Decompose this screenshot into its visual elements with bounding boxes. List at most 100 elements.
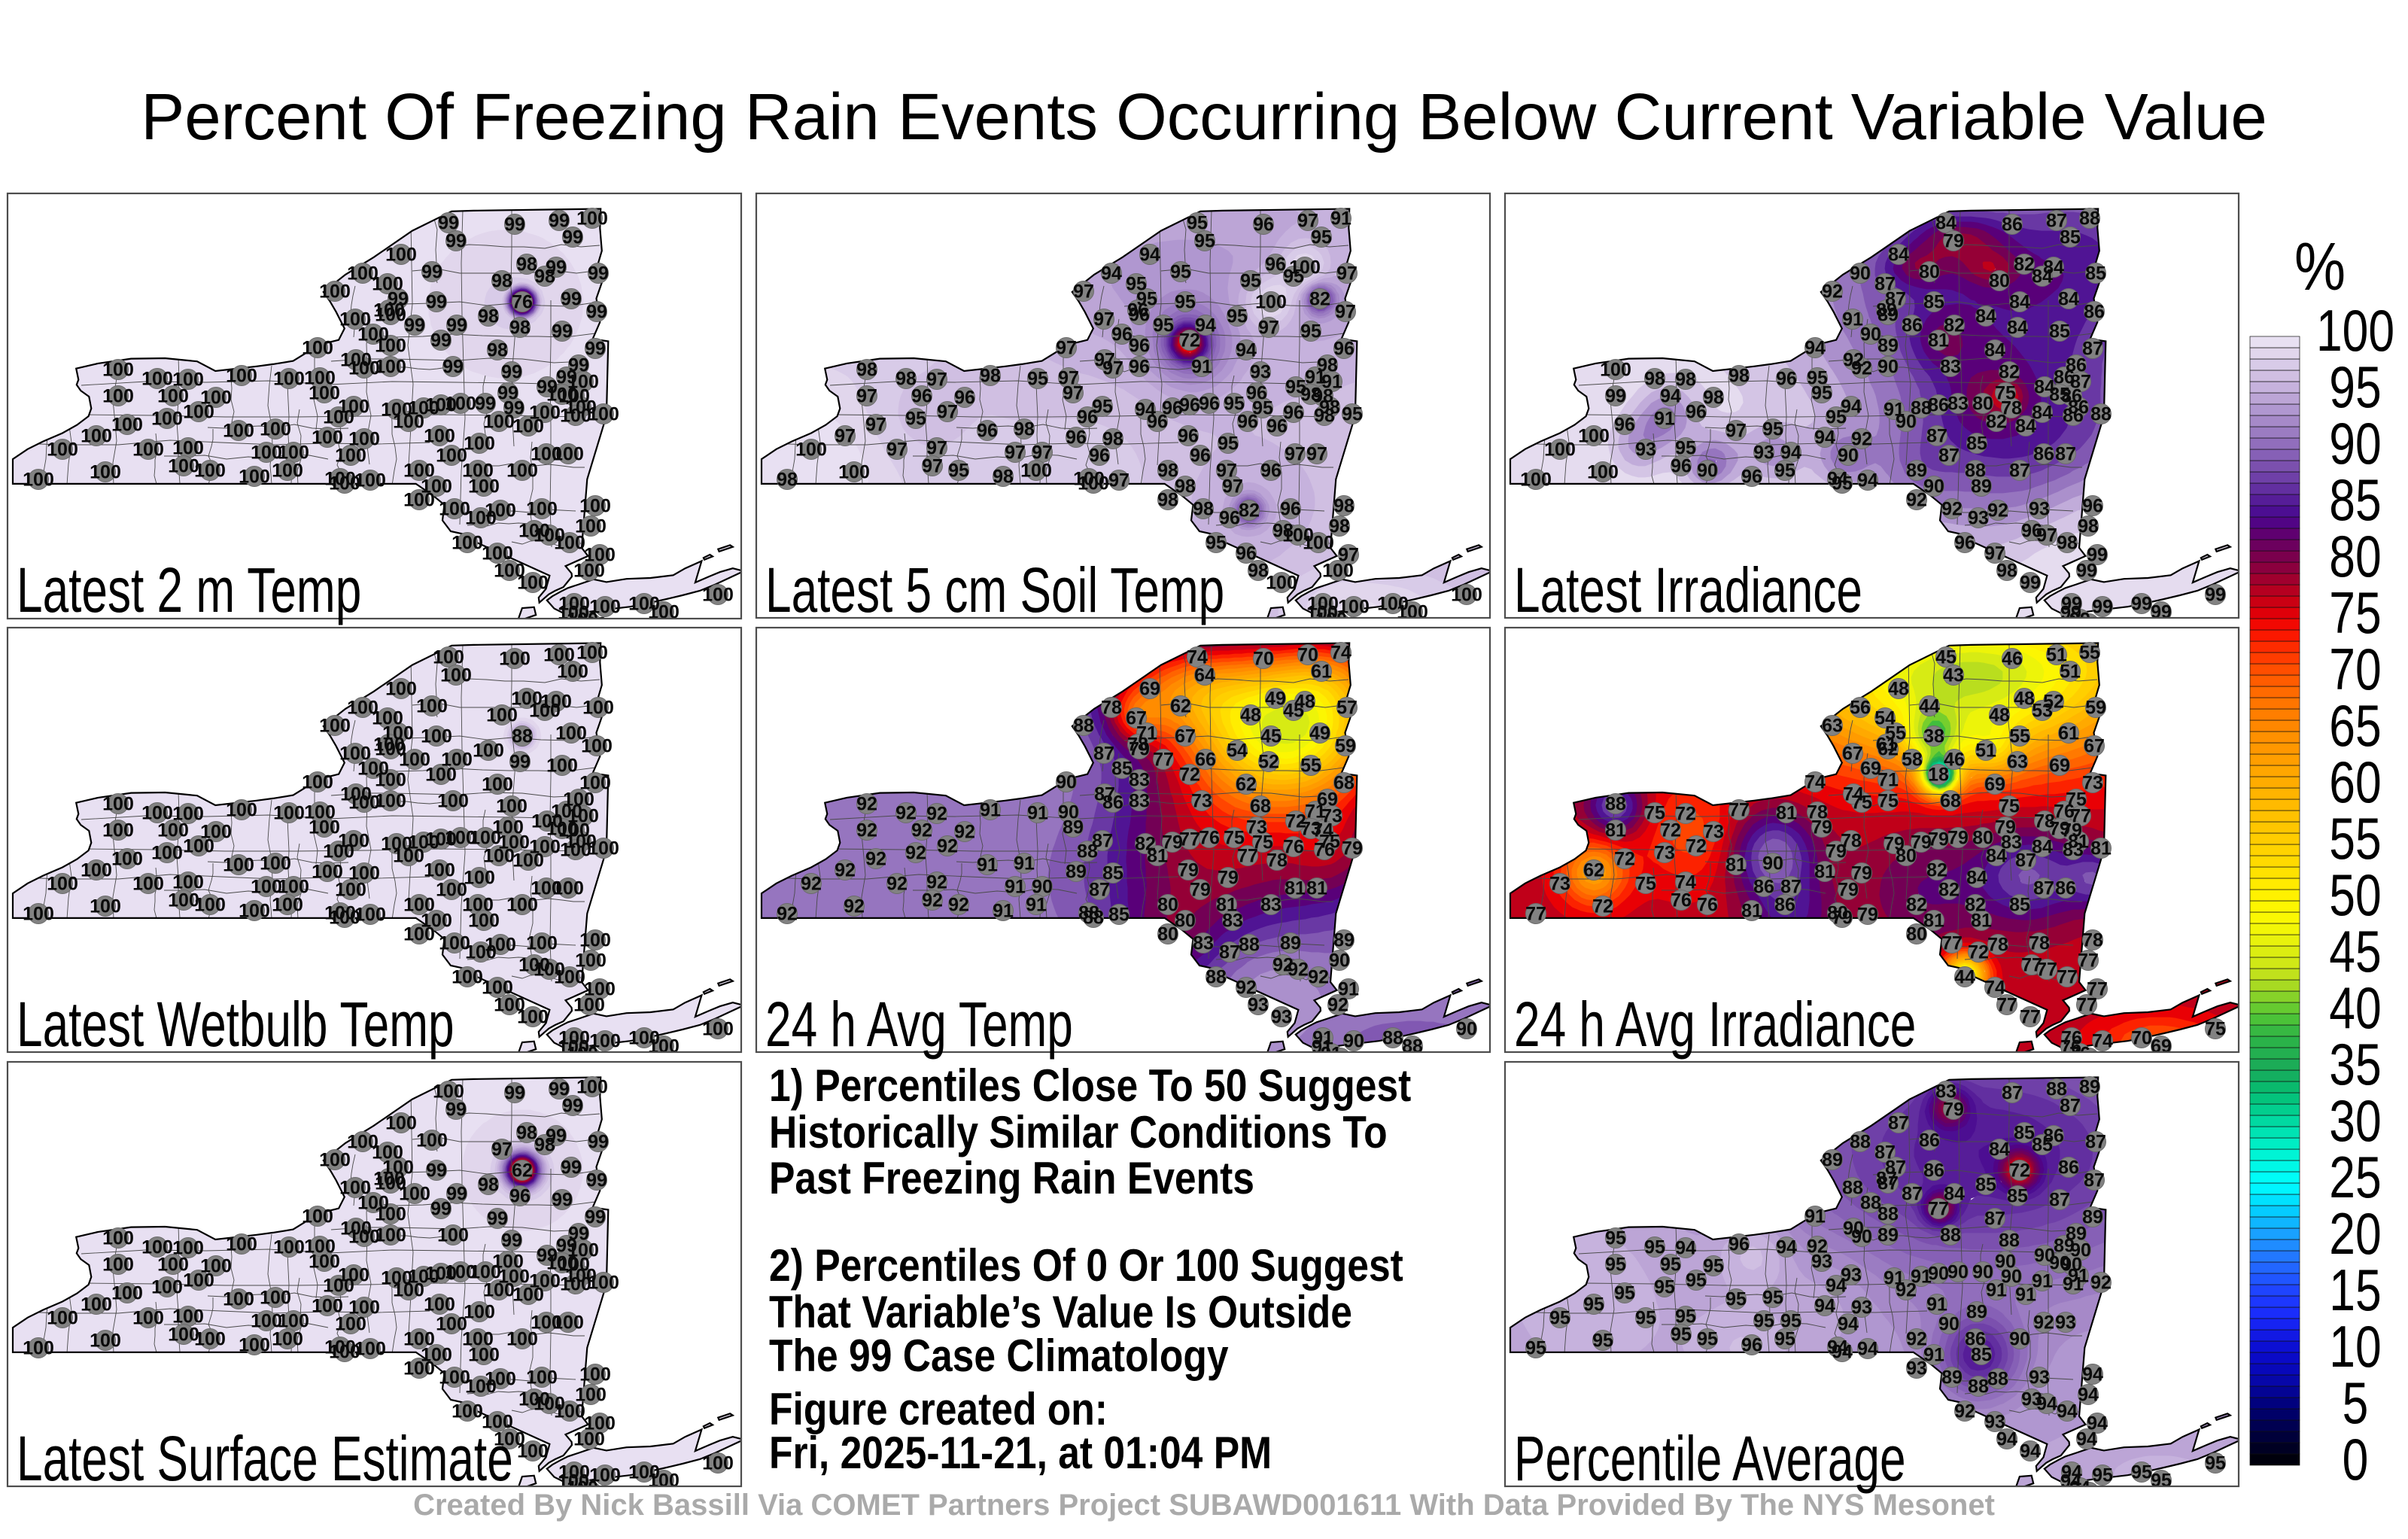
svg-text:100: 100 <box>304 368 336 389</box>
svg-text:78: 78 <box>1266 850 1288 871</box>
svg-text:100: 100 <box>482 774 513 795</box>
svg-text:99: 99 <box>2087 545 2108 566</box>
svg-text:92: 92 <box>1896 1280 1917 1301</box>
svg-text:95: 95 <box>1300 321 1321 342</box>
svg-text:97: 97 <box>1093 309 1114 330</box>
svg-text:71: 71 <box>1877 770 1899 791</box>
svg-text:93: 93 <box>1635 439 1656 461</box>
svg-text:100: 100 <box>335 1314 366 1335</box>
svg-text:92: 92 <box>1987 500 2008 522</box>
svg-text:86: 86 <box>2058 1157 2079 1179</box>
svg-text:99: 99 <box>549 1079 570 1100</box>
svg-text:88: 88 <box>1083 908 1104 929</box>
svg-text:91: 91 <box>2063 1274 2084 1295</box>
svg-text:100: 100 <box>319 1150 351 1171</box>
svg-text:80: 80 <box>1972 828 1993 849</box>
svg-text:86: 86 <box>2054 367 2075 388</box>
svg-text:92: 92 <box>911 820 932 841</box>
svg-text:100: 100 <box>324 1337 356 1358</box>
svg-text:73: 73 <box>2082 773 2103 794</box>
svg-text:100: 100 <box>304 802 336 823</box>
svg-text:Figure created on:: Figure created on: <box>769 1383 1108 1434</box>
svg-text:99: 99 <box>509 752 531 773</box>
svg-text:87: 87 <box>1780 877 1801 898</box>
svg-text:100: 100 <box>172 804 204 825</box>
svg-text:95: 95 <box>1218 433 1239 455</box>
svg-text:95: 95 <box>1252 398 1273 419</box>
svg-text:90: 90 <box>1032 877 1053 898</box>
svg-text:99: 99 <box>2078 614 2099 635</box>
svg-text:73: 73 <box>1321 806 1342 827</box>
svg-text:100: 100 <box>433 647 464 668</box>
svg-text:100: 100 <box>278 443 309 464</box>
svg-text:73: 73 <box>1549 874 1570 895</box>
svg-text:92: 92 <box>801 874 822 895</box>
svg-text:100: 100 <box>81 1294 112 1315</box>
svg-text:55: 55 <box>2009 726 2030 747</box>
svg-text:100: 100 <box>1544 439 1576 461</box>
svg-text:52: 52 <box>2043 692 2064 713</box>
svg-text:100: 100 <box>335 880 366 901</box>
svg-text:90: 90 <box>1860 324 1881 345</box>
svg-text:100: 100 <box>272 895 303 916</box>
svg-text:95: 95 <box>1671 1325 1692 1346</box>
svg-text:100: 100 <box>648 1036 680 1057</box>
svg-text:100: 100 <box>172 438 204 459</box>
svg-text:100: 100 <box>494 995 525 1016</box>
svg-text:100: 100 <box>526 933 558 954</box>
svg-text:86: 86 <box>2033 444 2054 465</box>
svg-text:98: 98 <box>777 470 798 491</box>
svg-text:77: 77 <box>1179 829 1200 850</box>
svg-text:84: 84 <box>2058 289 2079 310</box>
svg-text:76: 76 <box>1199 828 1220 849</box>
svg-text:98: 98 <box>1193 499 1214 520</box>
svg-text:73: 73 <box>1654 843 1675 864</box>
svg-text:100: 100 <box>141 1237 173 1258</box>
svg-text:86: 86 <box>2063 406 2084 427</box>
svg-text:99: 99 <box>585 339 606 360</box>
svg-text:95: 95 <box>2092 1465 2113 1486</box>
svg-text:100: 100 <box>373 735 405 756</box>
svg-text:66: 66 <box>1195 750 1216 771</box>
svg-text:75: 75 <box>2329 579 2381 645</box>
svg-text:68: 68 <box>1333 773 1354 794</box>
svg-text:92: 92 <box>856 794 877 815</box>
svg-text:95: 95 <box>1227 306 1248 327</box>
svg-text:92: 92 <box>1941 499 1963 520</box>
svg-text:61: 61 <box>1876 735 1897 756</box>
svg-text:75: 75 <box>1319 832 1340 853</box>
svg-text:96: 96 <box>1614 415 1635 436</box>
svg-text:100: 100 <box>302 338 333 359</box>
svg-text:100: 100 <box>183 836 214 857</box>
svg-text:92: 92 <box>926 804 947 825</box>
svg-text:87: 87 <box>1885 289 1906 310</box>
svg-text:100: 100 <box>416 696 448 717</box>
svg-text:100: 100 <box>339 1178 371 1199</box>
svg-text:78: 78 <box>1127 735 1148 756</box>
svg-text:43: 43 <box>1943 665 1964 686</box>
svg-text:98: 98 <box>1014 419 1035 440</box>
svg-text:100: 100 <box>323 841 354 862</box>
svg-text:62: 62 <box>1170 696 1191 717</box>
svg-text:100: 100 <box>338 1265 369 1286</box>
svg-text:72: 72 <box>1285 811 1306 832</box>
svg-text:94: 94 <box>2078 1483 2099 1504</box>
svg-text:100: 100 <box>589 1465 621 1486</box>
svg-text:90: 90 <box>1343 1031 1364 1052</box>
svg-text:76: 76 <box>2060 1037 2081 1058</box>
svg-text:100: 100 <box>273 369 305 390</box>
svg-text:90: 90 <box>1762 853 1783 874</box>
svg-text:57: 57 <box>1336 698 1358 719</box>
svg-text:71: 71 <box>1305 801 1326 823</box>
svg-text:72: 72 <box>1179 330 1200 351</box>
svg-text:88: 88 <box>1239 935 1260 956</box>
svg-text:77: 77 <box>2078 950 2099 972</box>
svg-text:91: 91 <box>1804 1206 1826 1227</box>
svg-text:100: 100 <box>223 855 254 876</box>
svg-text:88: 88 <box>2090 404 2112 425</box>
svg-text:99: 99 <box>562 1096 583 1117</box>
svg-text:97: 97 <box>1056 338 1077 359</box>
svg-text:92: 92 <box>1843 350 1864 371</box>
svg-text:100: 100 <box>531 811 563 832</box>
svg-text:97: 97 <box>926 370 947 391</box>
